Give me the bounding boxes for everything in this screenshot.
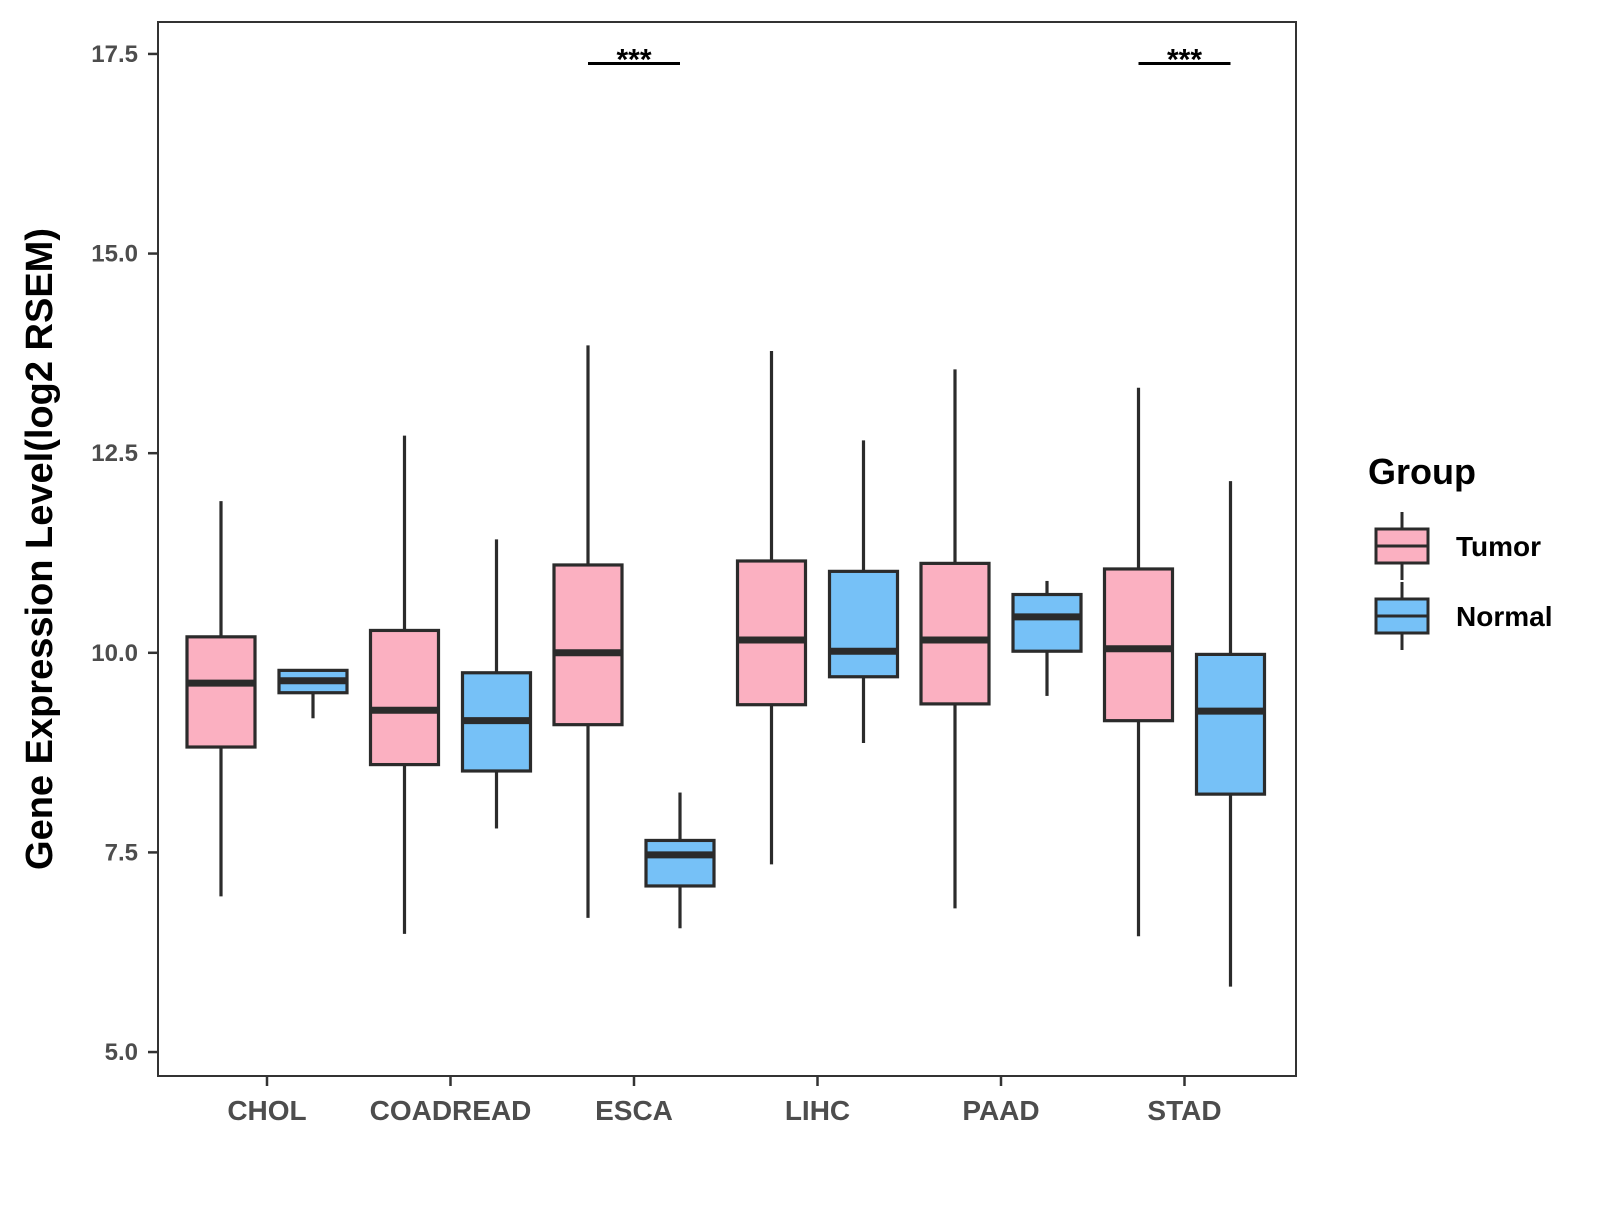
panel-border bbox=[157, 21, 1297, 1077]
box-tumor-coadread bbox=[368, 435, 441, 934]
box-iqr bbox=[1102, 567, 1175, 723]
box-iqr bbox=[919, 561, 991, 706]
box-iqr bbox=[735, 559, 808, 707]
box-tumor-esca bbox=[552, 345, 624, 918]
box-tumor-paad bbox=[919, 369, 991, 909]
legend-item-normal: Normal bbox=[1374, 582, 1552, 650]
box-iqr bbox=[552, 563, 624, 727]
x-tick-label: LIHC bbox=[785, 1095, 850, 1126]
box-normal-lihc bbox=[827, 440, 900, 744]
y-tick-label: 5.0 bbox=[105, 1039, 138, 1066]
legend: Group Tumor Normal bbox=[1368, 451, 1552, 650]
box-normal-paad bbox=[1011, 580, 1083, 696]
box-iqr bbox=[644, 838, 716, 888]
y-tick-label: 10.0 bbox=[91, 640, 138, 667]
significance-esca: *** bbox=[588, 44, 680, 77]
box-tumor-chol bbox=[185, 501, 257, 897]
y-axis: 5.0 7.5 10.0 12.5 15.0 17.5 bbox=[91, 41, 158, 1066]
y-tick-label: 15.0 bbox=[91, 241, 138, 268]
box-normal-chol bbox=[277, 668, 349, 719]
y-axis-title: Gene Expression Level(log2 RSEM) bbox=[19, 228, 61, 870]
legend-item-tumor: Tumor bbox=[1374, 512, 1541, 580]
box-tumor-stad bbox=[1102, 387, 1175, 937]
x-tick-label: STAD bbox=[1147, 1095, 1221, 1126]
box-normal-esca bbox=[644, 792, 716, 929]
legend-label: Tumor bbox=[1456, 531, 1541, 562]
annotation-layer: *** *** bbox=[588, 44, 1231, 77]
y-tick-label: 12.5 bbox=[91, 440, 138, 467]
box-iqr bbox=[1194, 652, 1267, 796]
x-tick-label: CHOL bbox=[227, 1095, 306, 1126]
x-tick-label: COADREAD bbox=[370, 1095, 532, 1126]
significance-label: *** bbox=[1167, 44, 1202, 77]
box-iqr bbox=[827, 569, 900, 679]
box-iqr bbox=[1011, 592, 1083, 653]
box-tumor-lihc bbox=[735, 350, 808, 865]
legend-label: Normal bbox=[1456, 601, 1552, 632]
box-iqr bbox=[368, 628, 441, 767]
box-normal-stad bbox=[1194, 481, 1267, 987]
y-tick-label: 17.5 bbox=[91, 41, 138, 68]
boxes-layer bbox=[185, 345, 1267, 987]
significance-stad: *** bbox=[1138, 44, 1231, 77]
x-tick-label: ESCA bbox=[595, 1095, 673, 1126]
box-iqr bbox=[185, 635, 257, 749]
x-axis: CHOL COADREAD ESCA LIHC PAAD STAD bbox=[227, 1076, 1222, 1126]
box-normal-coadread bbox=[460, 539, 533, 829]
x-tick-label: PAAD bbox=[962, 1095, 1039, 1126]
y-tick-label: 7.5 bbox=[105, 839, 138, 866]
significance-label: *** bbox=[616, 44, 651, 77]
legend-title: Group bbox=[1368, 451, 1476, 492]
